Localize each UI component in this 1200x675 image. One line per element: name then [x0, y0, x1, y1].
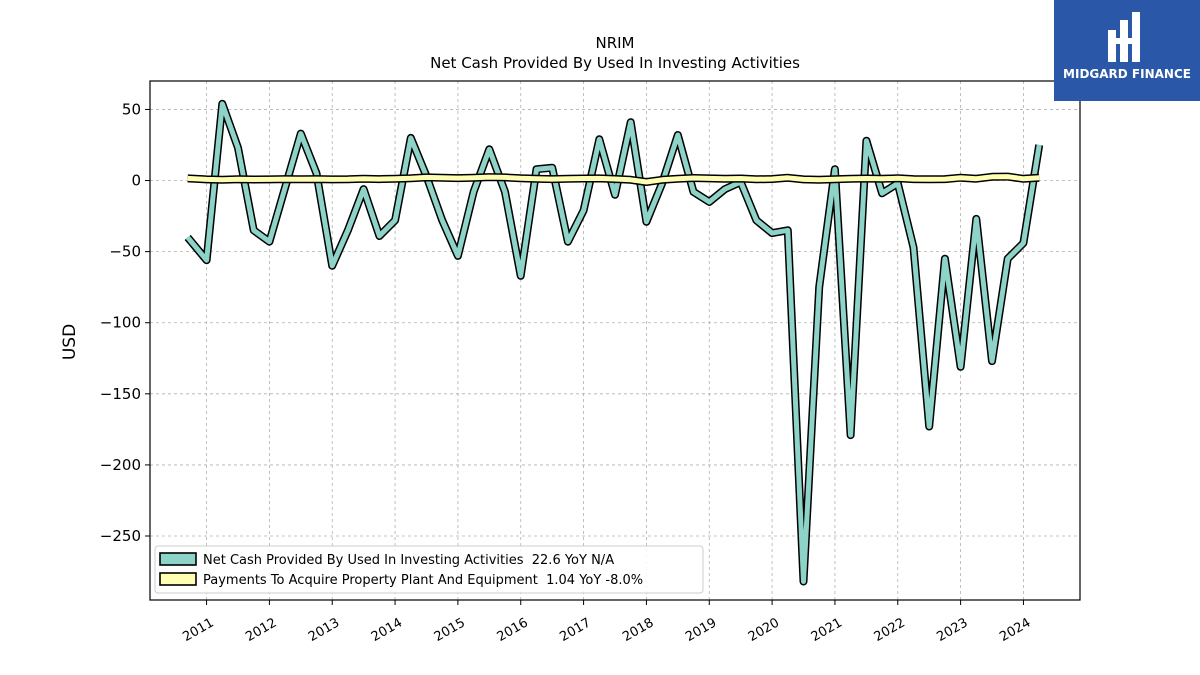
y-tick-label: 50 — [122, 100, 141, 118]
x-tick-label: 2019 — [683, 615, 719, 645]
y-axis: 50 0 −50 −100 −150 −200 −250 — [100, 100, 150, 545]
legend-label-capex: Payments To Acquire Property Plant And E… — [203, 573, 643, 588]
x-tick-label: 2015 — [432, 615, 468, 645]
chart-title: NRIM — [595, 34, 634, 52]
legend-swatch-net-cash — [159, 552, 197, 566]
x-tick-label: 2021 — [809, 615, 845, 645]
x-tick-label: 2016 — [495, 615, 531, 645]
grid-lines — [150, 81, 1080, 600]
y-tick-label: 0 — [131, 172, 141, 190]
y-tick-label: −150 — [100, 385, 141, 403]
x-tick-label: 2020 — [746, 615, 782, 645]
plot-frame — [149, 80, 1081, 601]
series-0 — [184, 99, 1044, 586]
x-tick-label: 2011 — [180, 615, 216, 645]
x-tick-label: 2014 — [369, 615, 405, 645]
x-tick-label: 2013 — [306, 615, 342, 645]
brand-logo: MIDGARD FINANCE — [1054, 0, 1200, 101]
x-axis: 2011 2012 2013 2014 2015 2016 2017 2018 2019 2020… — [180, 600, 1033, 645]
chart-subtitle: Net Cash Provided By Used In Investing A… — [430, 54, 800, 72]
legend-box — [154, 545, 704, 594]
x-tick-label: 2023 — [934, 615, 970, 645]
brand-mark-icon — [1108, 12, 1140, 62]
x-tick-label: 2024 — [997, 615, 1033, 645]
series-line — [185, 101, 1042, 584]
series-line — [187, 174, 1040, 185]
y-tick-label: −50 — [109, 243, 141, 261]
legend: Net Cash Provided By Used In Investing A… — [154, 545, 704, 594]
y-axis-label: USD — [60, 324, 80, 360]
legend-swatch-capex — [159, 572, 197, 586]
series-1 — [187, 172, 1040, 186]
x-tick-label: 2012 — [243, 615, 279, 645]
brand-name: MIDGARD FINANCE — [1063, 67, 1191, 81]
legend-label-net-cash: Net Cash Provided By Used In Investing A… — [203, 553, 614, 568]
x-tick-label: 2022 — [872, 615, 908, 645]
x-tick-label: 2018 — [620, 615, 656, 645]
x-tick-label: 2017 — [557, 615, 593, 645]
y-tick-label: −100 — [100, 314, 141, 332]
y-tick-label: −200 — [100, 456, 141, 474]
series-layer — [184, 99, 1044, 586]
y-tick-label: −250 — [100, 527, 141, 545]
